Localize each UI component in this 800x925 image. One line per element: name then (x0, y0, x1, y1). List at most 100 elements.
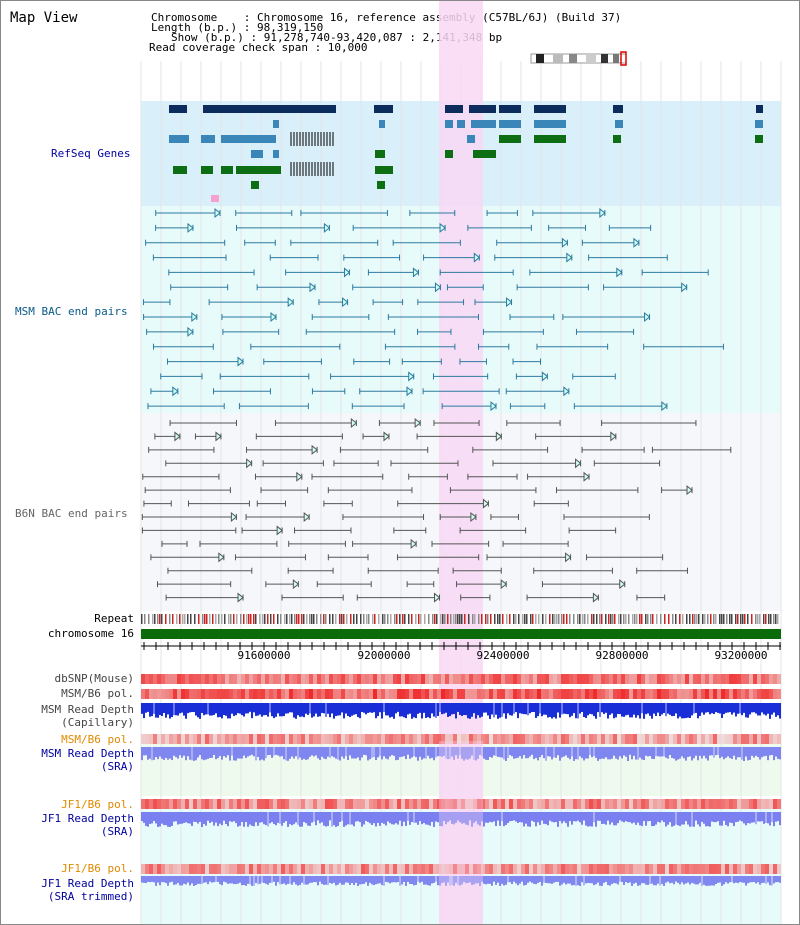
read-depth-bar (577, 747, 579, 760)
chromosome-bar (141, 629, 781, 639)
polymorphism-cell (489, 799, 493, 809)
bac-end-arrow (619, 579, 626, 590)
repeat-element (144, 614, 146, 624)
track-label-b6n-bac[interactable]: B6N BAC end pairs (15, 507, 128, 520)
polymorphism-cell (737, 799, 741, 809)
repeat-element (243, 614, 245, 624)
read-depth-bar (727, 703, 729, 713)
read-depth-bar (639, 703, 641, 719)
read-depth-bar (519, 703, 521, 714)
polymorphism-cell (233, 799, 237, 809)
read-depth-bar (507, 703, 509, 714)
polymorphism-cell (585, 734, 589, 744)
read-depth-bar (569, 876, 571, 884)
read-depth-bar (355, 703, 357, 715)
polymorphism-cell (605, 674, 609, 684)
read-depth-bar (229, 876, 231, 884)
read-depth-bar (331, 876, 333, 884)
repeat-element (584, 614, 586, 624)
polymorphism-cell (713, 689, 717, 699)
read-depth-bar (583, 876, 585, 886)
polymorphism-cell (337, 674, 341, 684)
polymorphism-cell (225, 864, 229, 874)
polymorphism-cell (353, 799, 357, 809)
polymorphism-cell (169, 799, 173, 809)
polymorphism-cell (369, 734, 373, 744)
ideogram-band (553, 54, 563, 63)
polymorphism-cell (637, 689, 641, 699)
read-depth-bar (681, 812, 683, 825)
read-depth-bar (333, 876, 335, 883)
read-depth-bar (241, 747, 243, 759)
polymorphism-cell (509, 734, 513, 744)
polymorphism-cell (689, 734, 693, 744)
read-depth-bar (743, 876, 745, 883)
read-depth-bar (723, 747, 725, 760)
read-depth-bar (209, 812, 211, 823)
read-depth-bar (203, 747, 205, 761)
read-depth-bar (379, 876, 381, 884)
read-depth-bar (647, 747, 649, 757)
read-depth-bar (293, 812, 295, 825)
read-depth-bar (227, 747, 229, 756)
polymorphism-cell (305, 799, 309, 809)
read-depth-bar (703, 703, 705, 715)
repeat-element (447, 614, 449, 624)
read-depth-bar (623, 812, 625, 823)
polymorphism-cell (393, 799, 397, 809)
polymorphism-cell (341, 734, 345, 744)
repeat-element (664, 614, 666, 624)
read-depth-bar (311, 747, 313, 756)
read-depth-bar (251, 876, 253, 886)
gene-feature (379, 120, 385, 128)
read-depth-bar (207, 812, 209, 821)
read-depth-bar (395, 703, 397, 714)
read-depth-bar (193, 703, 195, 713)
repeat-element (513, 614, 515, 624)
repeat-element (707, 614, 709, 624)
read-depth-bar (719, 747, 721, 759)
polymorphism-cell (689, 864, 693, 874)
read-depth-bar (511, 747, 513, 757)
polymorphism-cell (761, 674, 765, 684)
polymorphism-cell (681, 864, 685, 874)
read-depth-bar (533, 876, 535, 884)
read-depth-bar (325, 703, 327, 717)
polymorphism-cell (677, 734, 681, 744)
read-depth-bar (333, 747, 335, 758)
polymorphism-cell (417, 799, 421, 809)
polymorphism-cell (681, 799, 685, 809)
read-depth-bar (289, 876, 291, 884)
polymorphism-cell (497, 864, 501, 874)
polymorphism-cell (713, 674, 717, 684)
polymorphism-cell (157, 689, 161, 699)
polymorphism-cell (733, 864, 737, 874)
read-depth-bar (489, 812, 491, 822)
repeat-element (453, 614, 455, 624)
polymorphism-cell (737, 689, 741, 699)
polymorphism-cell (597, 689, 601, 699)
polymorphism-cell (661, 689, 665, 699)
repeat-element (402, 614, 404, 624)
read-depth-bar (471, 747, 473, 756)
polymorphism-cell (221, 689, 225, 699)
read-depth-bar (277, 703, 279, 714)
polymorphism-cell (577, 734, 581, 744)
read-depth-bar (327, 876, 329, 886)
polymorphism-cell (761, 799, 765, 809)
polymorphism-cell (717, 734, 721, 744)
polymorphism-cell (285, 674, 289, 684)
track-label-msm-bac[interactable]: MSM BAC end pairs (15, 305, 128, 318)
read-depth-bar (669, 812, 671, 823)
read-depth-bar (737, 876, 739, 884)
read-depth-bar (501, 812, 503, 822)
read-depth-bar (269, 812, 271, 824)
polymorphism-cell (629, 674, 633, 684)
polymorphism-cell (349, 689, 353, 699)
track-label-msm-b6-pol: MSM/B6 pol. (61, 687, 134, 700)
track-label-refseq[interactable]: RefSeq Genes (51, 147, 131, 160)
repeat-element (532, 614, 534, 624)
read-depth-bar (519, 812, 521, 823)
repeat-element (341, 614, 343, 624)
